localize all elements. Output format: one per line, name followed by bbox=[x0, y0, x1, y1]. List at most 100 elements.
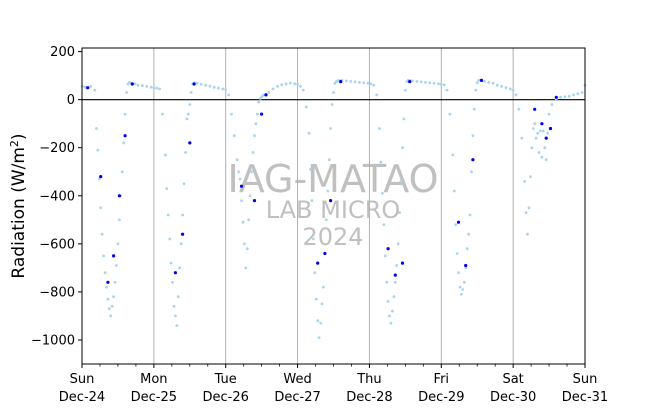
minute-point-199 bbox=[517, 107, 521, 111]
y-tick-label--1000: −1000 bbox=[31, 333, 75, 348]
minute-point-161 bbox=[424, 81, 427, 84]
minute-point-130 bbox=[358, 81, 361, 84]
minute-point-197 bbox=[511, 88, 515, 92]
minute-point-210 bbox=[536, 131, 539, 135]
minute-point-144 bbox=[389, 321, 393, 325]
minute-point-186 bbox=[475, 81, 479, 85]
minute-point-139 bbox=[382, 223, 386, 227]
minute-point-116 bbox=[324, 218, 328, 222]
minute-point-135 bbox=[375, 93, 378, 97]
minute-point-117 bbox=[326, 189, 330, 193]
minute-point-8 bbox=[99, 206, 103, 210]
minute-point-69 bbox=[227, 93, 231, 97]
minute-point-175 bbox=[460, 292, 463, 296]
minute-point-43 bbox=[168, 237, 172, 241]
minute-point-14 bbox=[107, 307, 111, 311]
minute-point-152 bbox=[401, 146, 404, 150]
minute-point-44 bbox=[169, 261, 173, 265]
hourly-point-23 bbox=[456, 220, 461, 224]
minute-point-53 bbox=[182, 182, 186, 186]
y-tick-label-200: 200 bbox=[50, 45, 75, 60]
minute-point-131 bbox=[362, 81, 366, 85]
hourly-point-29 bbox=[544, 136, 548, 140]
minute-point-172 bbox=[455, 252, 459, 255]
minute-point-79 bbox=[245, 247, 249, 251]
minute-point-223 bbox=[567, 94, 571, 98]
minute-point-32 bbox=[136, 83, 140, 87]
minute-point-46 bbox=[172, 304, 176, 308]
minute-point-100 bbox=[296, 82, 299, 86]
minute-point-16 bbox=[110, 304, 114, 308]
minute-point-35 bbox=[149, 85, 153, 89]
minute-point-93 bbox=[267, 91, 271, 94]
minute-point-119 bbox=[329, 127, 332, 130]
grid-lines bbox=[153, 48, 514, 364]
minute-point-180 bbox=[467, 232, 470, 236]
minute-point-120 bbox=[330, 103, 334, 106]
minute-point-66 bbox=[217, 86, 220, 90]
minute-point-158 bbox=[411, 79, 414, 83]
minute-point-141 bbox=[385, 280, 389, 284]
minute-point-109 bbox=[314, 297, 318, 301]
minute-point-190 bbox=[483, 80, 486, 83]
minute-point-211 bbox=[537, 151, 541, 154]
minute-point-174 bbox=[458, 285, 462, 289]
minute-point-102 bbox=[301, 88, 305, 92]
x-tick-date-6: Dec-30 bbox=[490, 390, 536, 405]
minute-point-140 bbox=[383, 254, 387, 258]
minute-point-136 bbox=[378, 127, 381, 130]
minute-point-49 bbox=[176, 295, 180, 299]
y-tick-label--400: −400 bbox=[39, 189, 75, 204]
minute-point-201 bbox=[523, 180, 526, 183]
minute-point-85 bbox=[254, 122, 258, 126]
y-axis-label: Radiation (W/m2) bbox=[8, 133, 30, 278]
minute-point-226 bbox=[580, 91, 584, 94]
x-tick-date-1: Dec-25 bbox=[131, 390, 177, 405]
minute-point-36 bbox=[152, 86, 156, 90]
minute-point-166 bbox=[442, 83, 446, 87]
minute-point-129 bbox=[353, 80, 357, 84]
y-tick-label--600: −600 bbox=[39, 237, 75, 252]
minute-point-33 bbox=[141, 84, 144, 88]
minute-point-40 bbox=[164, 153, 167, 157]
minute-point-217 bbox=[546, 131, 549, 135]
minute-point-103 bbox=[304, 105, 308, 109]
hourly-point-2 bbox=[106, 280, 110, 284]
minute-point-4 bbox=[93, 88, 97, 92]
hourly-point-13 bbox=[260, 112, 264, 116]
watermark-line2: LAB MICRO bbox=[266, 196, 401, 224]
minute-point-149 bbox=[396, 242, 400, 246]
minute-point-154 bbox=[404, 88, 407, 92]
minute-point-51 bbox=[179, 242, 183, 246]
x-tick-day-5: Fri bbox=[434, 372, 450, 387]
minute-point-183 bbox=[471, 134, 475, 138]
minute-point-148 bbox=[395, 264, 399, 267]
minute-point-163 bbox=[432, 81, 436, 85]
hourly-point-18 bbox=[339, 80, 343, 84]
minute-point-208 bbox=[533, 122, 537, 126]
minute-point-147 bbox=[393, 280, 397, 284]
minute-point-203 bbox=[526, 232, 529, 236]
x-tick-day-3: Wed bbox=[283, 372, 311, 387]
minute-point-118 bbox=[327, 158, 331, 162]
x-axis: Sun Dec-24 Mon Dec-25 Tue Dec-26 Wed Dec-27 Thu D… bbox=[59, 364, 608, 405]
minute-point-13 bbox=[106, 297, 110, 301]
y-axis: 200 0 −200 −400 −600 −800 −1000 bbox=[31, 45, 82, 348]
minute-point-74 bbox=[238, 177, 242, 181]
x-tick-day-0: Sun bbox=[70, 372, 95, 387]
minute-point-107 bbox=[312, 237, 315, 241]
minute-point-181 bbox=[468, 213, 472, 217]
hourly-point-22 bbox=[408, 80, 412, 84]
minute-point-176 bbox=[461, 288, 465, 291]
hourly-point-21 bbox=[400, 261, 405, 265]
minute-point-132 bbox=[366, 81, 370, 85]
minute-point-76 bbox=[241, 220, 245, 224]
x-tick-date-0: Dec-24 bbox=[59, 390, 105, 405]
minute-point-63 bbox=[204, 83, 208, 87]
y-axis-label-end: ) bbox=[9, 133, 29, 140]
x-tick-day-6: Sat bbox=[502, 372, 523, 387]
minute-point-56 bbox=[186, 112, 190, 116]
minute-point-58 bbox=[189, 91, 193, 94]
minute-point-193 bbox=[495, 83, 499, 87]
hourly-point-15 bbox=[316, 261, 320, 265]
